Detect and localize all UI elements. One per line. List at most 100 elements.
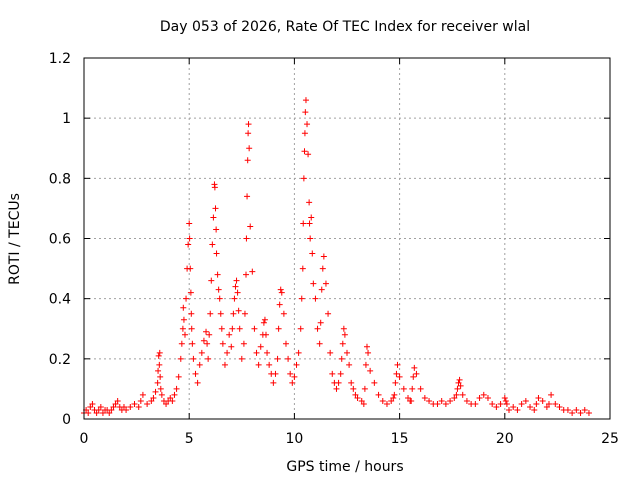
data-point [234,289,241,296]
data-point [152,388,159,395]
data-point [348,379,355,386]
data-point [95,406,102,413]
data-point [200,337,207,344]
data-point [155,352,162,359]
data-point [391,391,398,398]
data-point [241,310,248,317]
x-tick-label: 15 [391,431,409,447]
x-axis-label: GPS time / hours [286,459,403,475]
data-point [454,385,461,392]
data-point [569,409,576,416]
data-point [421,394,428,401]
data-point [157,373,164,380]
data-point [309,250,316,257]
data-point [365,349,372,356]
data-point [158,391,165,398]
data-point [451,394,458,401]
data-point [178,340,185,347]
data-point [123,406,130,413]
data-point [535,394,542,401]
data-point [171,391,178,398]
data-point [173,385,180,392]
data-point [224,349,231,356]
data-point [456,376,463,383]
data-point [280,310,287,317]
data-point [312,295,319,302]
data-point [226,331,233,338]
data-point [208,277,215,284]
data-point [285,355,292,362]
data-point [110,403,117,410]
data-point [379,397,386,404]
data-point [150,394,157,401]
data-point [476,394,483,401]
data-point [396,373,403,380]
data-point [232,283,239,290]
data-point [316,340,323,347]
data-point [99,409,106,416]
data-point [198,349,205,356]
data-point [106,409,113,416]
data-point [155,367,162,374]
data-point [501,394,508,401]
data-point [229,325,236,332]
data-point [301,148,308,155]
data-point [360,400,367,407]
data-point [282,340,289,347]
data-point [503,400,510,407]
data-point [175,373,182,380]
data-point [185,241,192,248]
data-point [214,271,221,278]
data-point [157,385,164,392]
data-point [114,397,121,404]
data-point [533,400,540,407]
data-point [350,385,357,392]
data-point [120,403,127,410]
data-point [363,343,370,350]
y-tick-label: 0.2 [49,352,71,368]
data-point [213,250,220,257]
data-point [127,403,134,410]
data-point [179,325,186,332]
data-point [308,214,315,221]
data-point [442,400,449,407]
data-point [221,361,228,368]
data-point [405,394,412,401]
data-point [510,403,517,410]
data-point [167,394,174,401]
data-point [203,328,210,335]
data-point [205,355,212,362]
data-point [358,397,365,404]
data-point [228,343,235,350]
data-point [93,409,100,416]
data-point [484,394,491,401]
data-point [217,310,224,317]
data-point [209,241,216,248]
data-point [243,271,250,278]
data-point [196,361,203,368]
data-point [581,406,588,413]
data-point [300,175,307,182]
data-points [81,97,592,416]
x-tick-label: 20 [496,431,514,447]
data-point [274,355,281,362]
data-point [352,391,359,398]
data-point [341,331,348,338]
data-point [527,403,534,410]
data-point [186,220,193,227]
data-point [188,325,195,332]
data-point [270,379,277,386]
data-point [108,406,115,413]
data-point [307,235,314,242]
data-point [318,286,325,293]
data-point [275,325,282,332]
data-point [291,373,298,380]
data-point [556,403,563,410]
data-point [344,349,350,356]
data-point [233,277,240,284]
data-point [302,109,309,116]
data-point [346,361,353,368]
data-point [257,343,264,350]
data-point [564,406,571,413]
